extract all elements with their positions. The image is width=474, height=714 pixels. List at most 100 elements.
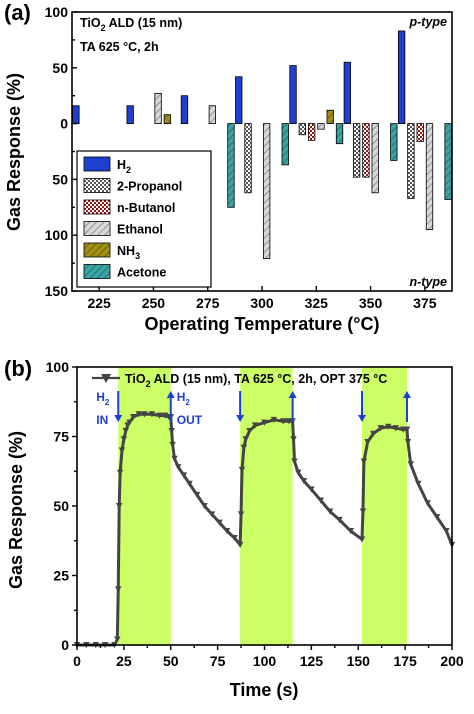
panel-b-y-tick-label: 0 <box>61 637 69 653</box>
legend-label-2-propanol: 2-Propanol <box>117 180 182 194</box>
data-point <box>242 436 249 443</box>
panel-b-y-axis-title: Gas Response (%) <box>6 431 26 589</box>
panel-b-x-tick-label: 50 <box>163 653 179 669</box>
panel-a-y-tick-label: 50 <box>52 60 68 76</box>
bar-2-propanol-350 <box>352 123 361 178</box>
data-point <box>115 503 123 510</box>
data-point <box>115 586 122 593</box>
panel-b-shaded-intervals <box>118 367 407 645</box>
panel-a-x-tick-label: 300 <box>250 295 274 311</box>
gas-exposure-interval-2 <box>240 367 293 645</box>
panel-b-x-tick-label: 100 <box>253 653 277 669</box>
arrow-head <box>403 391 411 398</box>
data-point <box>290 436 297 443</box>
panel-a-label: (a) <box>4 0 31 25</box>
panel-b-label: (b) <box>4 356 32 381</box>
data-point <box>280 418 287 425</box>
bar-ethanol-325 <box>317 123 325 130</box>
data-point <box>126 419 133 426</box>
data-point <box>300 477 308 485</box>
legend-label-h-: H2 <box>117 158 131 175</box>
data-point <box>347 528 354 535</box>
legend-swatch-acetone <box>83 264 111 279</box>
legend-label-n-butanol: n-Butanol <box>117 201 175 215</box>
bar-h--375 <box>397 30 406 124</box>
data-point <box>443 528 450 535</box>
panel-a-x-tick-label: 225 <box>87 295 111 311</box>
panel-a-legend: H2 2-Propanol n-Butanol Ethanol NH3 Acetone <box>76 150 212 288</box>
data-point <box>114 636 121 643</box>
data-point <box>291 458 298 465</box>
arrow-head <box>166 391 175 398</box>
data-point <box>336 516 343 524</box>
data-point <box>180 472 188 479</box>
panel-b-x-tick-label: 0 <box>73 653 81 669</box>
panel-b: (b) H2 IN H2 OUT 0 25 50 75 100 125 150 175 200 0 25 5… <box>4 356 464 700</box>
data-point <box>364 439 371 446</box>
data-point <box>270 416 278 424</box>
data-point <box>175 464 182 471</box>
data-point <box>237 511 245 518</box>
arrow-label-in: IN <box>96 413 108 427</box>
bar-n-butanol-375 <box>416 123 424 142</box>
legend-swatch-nh- <box>83 242 111 258</box>
panel-a-x-tick-label: 275 <box>196 295 220 311</box>
data-point <box>377 425 384 432</box>
bar-acetone-350 <box>390 123 398 161</box>
bar-acetone-275 <box>227 123 235 208</box>
data-point <box>130 414 137 421</box>
data-point <box>385 423 392 430</box>
panel-a-annotation-line2: TA 625 °C, 2h <box>80 40 159 54</box>
data-point <box>169 441 176 449</box>
data-point <box>403 426 411 433</box>
arrow-head <box>236 415 245 422</box>
panel-b-y-tick-label: 100 <box>46 359 70 375</box>
panel-a-y-tick-label: 100 <box>45 4 69 20</box>
data-point <box>122 427 129 435</box>
panel-b-x-tick-label: 75 <box>210 653 226 669</box>
legend-swatch-h- <box>83 156 111 172</box>
data-point <box>118 447 126 454</box>
bar-acetone-375 <box>444 123 452 200</box>
panel-b-y-tick-label: 75 <box>53 429 69 445</box>
p-type-label: p-type <box>409 15 448 29</box>
data-point <box>404 439 412 446</box>
panel-a-annotation-line1: TiO2 ALD (15 nm) <box>80 16 182 33</box>
bar-2-propanol-375 <box>407 123 415 199</box>
panel-a: (a) 225 250 275 300 325 350 37510050050100150 … <box>4 0 453 334</box>
data-point <box>358 536 366 543</box>
data-point <box>171 455 178 462</box>
data-point <box>359 508 367 515</box>
panel-b-y-tick-label: 50 <box>53 498 69 514</box>
bar-h--250 <box>126 105 134 124</box>
data-point <box>216 519 223 526</box>
bar-h--275 <box>180 95 189 124</box>
panel-a-bars <box>72 30 452 260</box>
data-point <box>407 461 414 468</box>
panel-b-x-tick-label: 200 <box>440 653 464 669</box>
panel-b-legend: TiO2 ALD (15 nm), TA 625 °C, 2h, OPT 375… <box>92 372 387 389</box>
data-point <box>370 430 377 437</box>
panel-a-x-tick-label: 350 <box>359 295 383 311</box>
data-point <box>415 480 422 487</box>
bar-ethanol-250 <box>154 93 162 125</box>
data-point <box>201 503 208 510</box>
data-point <box>120 436 128 443</box>
legend-swatch-ethanol <box>83 221 111 236</box>
data-point <box>238 466 246 474</box>
panel-a-x-axis-title: Operating Temperature (°C) <box>145 314 380 334</box>
panel-a-x-tick-label: 250 <box>142 295 166 311</box>
bar-h--325 <box>289 65 297 124</box>
data-point <box>295 469 302 476</box>
legend-label-ethanol: Ethanol <box>117 223 163 237</box>
panel-a-y-axis-title: Gas Response (%) <box>4 73 24 231</box>
panel-b-legend-marker <box>101 374 111 383</box>
panel-b-x-axis-title: Time (s) <box>230 680 299 700</box>
data-point <box>424 500 431 507</box>
bar-h--225 <box>72 105 80 124</box>
data-point <box>168 427 175 435</box>
panel-a-y-tick-label: 50 <box>52 171 68 187</box>
legend-label-nh-: NH3 <box>117 244 140 261</box>
panel-a-y-tick-label: 150 <box>45 283 69 299</box>
